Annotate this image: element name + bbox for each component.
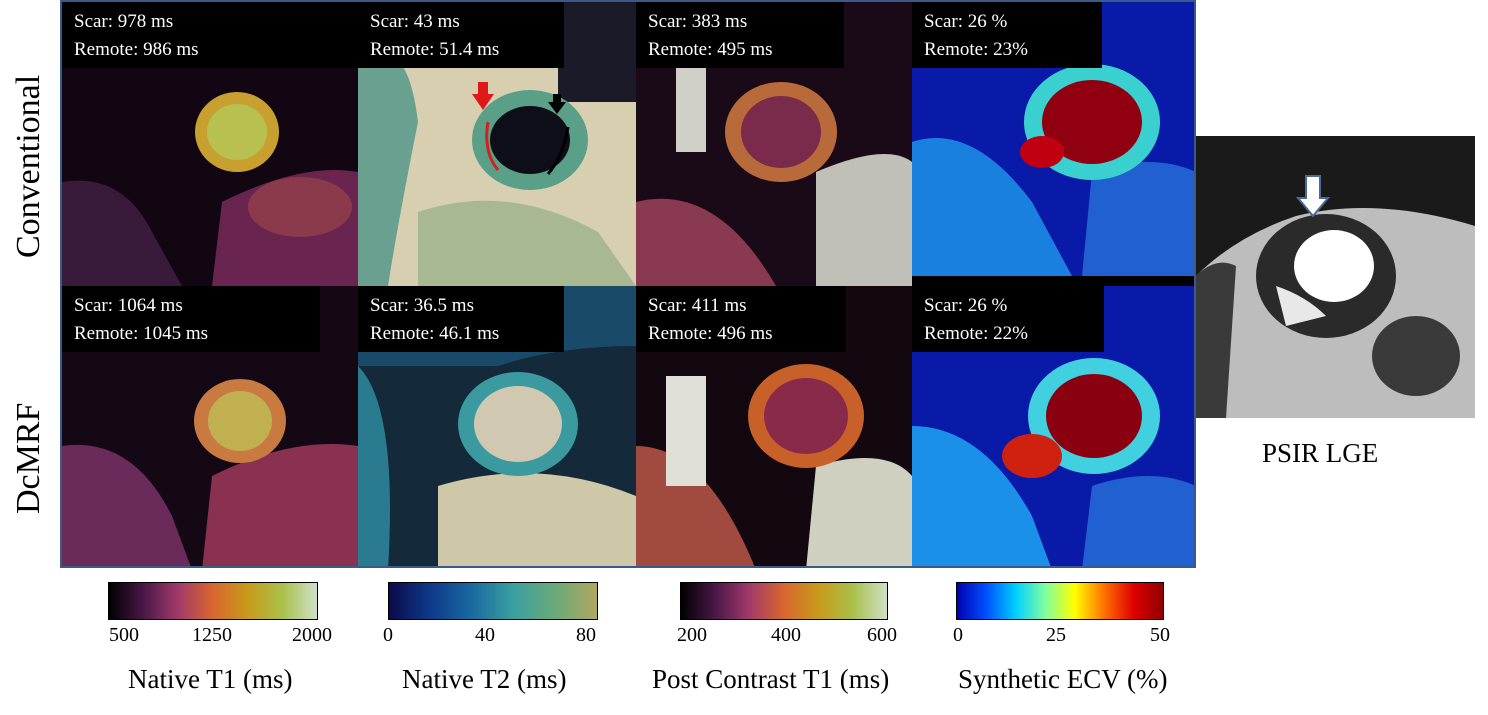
colorbar-gradient <box>108 582 318 620</box>
scar-remote-label: Scar: 43 ms Remote: 51.4 ms <box>358 2 564 68</box>
colorbar-title: Post Contrast T1 (ms) <box>652 664 890 694</box>
colorbar-tick: 500 <box>109 624 139 646</box>
scar-remote-label: Scar: 1064 ms Remote: 1045 ms <box>62 286 320 352</box>
scar-remote-label: Scar: 383 ms Remote: 495 ms <box>636 2 844 68</box>
scar-remote-label: Scar: 411 ms Remote: 496 ms <box>636 286 846 352</box>
scar-value: Scar: 26 % <box>924 11 1008 32</box>
dcmrf-synthetic-ecv-map: Scar: 26 % Remote: 22% <box>912 286 1194 566</box>
colorbar-tick: 80 <box>576 624 596 646</box>
colorbar-gradient <box>680 582 888 620</box>
colorbar-tick: 400 <box>771 624 801 646</box>
scar-value: Scar: 36.5 ms <box>370 295 474 316</box>
remote-value: Remote: 23% <box>924 39 1028 60</box>
remote-value: Remote: 495 ms <box>648 39 773 60</box>
colorbar-title: Native T2 (ms) <box>402 664 567 694</box>
red-arrow-marker <box>472 82 494 110</box>
remote-value: Remote: 496 ms <box>648 323 773 344</box>
conventional-synthetic-ecv-map: Scar: 26 % Remote: 23% <box>912 2 1194 276</box>
remote-value: Remote: 51.4 ms <box>370 39 500 60</box>
colorbar-title: Native T1 (ms) <box>128 664 293 694</box>
colorbar-tick: 50 <box>1150 624 1170 646</box>
remote-value: Remote: 1045 ms <box>74 323 209 344</box>
colorbar-tick: 1250 <box>192 624 232 646</box>
scar-remote-label: Scar: 36.5 ms Remote: 46.1 ms <box>358 286 564 352</box>
psir-lge-caption: PSIR LGE <box>1262 438 1379 468</box>
colorbar-title: Synthetic ECV (%) <box>958 664 1168 694</box>
conventional-native-t2-map: Scar: 43 ms Remote: 51.4 ms <box>358 2 636 286</box>
row-label-conventional: Conventional <box>10 74 47 258</box>
colorbar-tick: 40 <box>475 624 495 646</box>
remote-value: Remote: 46.1 ms <box>370 323 500 344</box>
conventional-post-contrast-t1-map: Scar: 383 ms Remote: 495 ms <box>636 2 912 286</box>
scar-value: Scar: 26 % <box>924 295 1008 316</box>
scar-remote-label: Scar: 26 % Remote: 23% <box>912 2 1102 68</box>
colorbar-gradient <box>956 582 1164 620</box>
dcmrf-native-t1-map: Scar: 1064 ms Remote: 1045 ms <box>62 286 358 566</box>
colorbar-tick: 200 <box>677 624 707 646</box>
colorbar-tick: 0 <box>383 624 393 646</box>
scar-value: Scar: 978 ms <box>74 11 174 32</box>
colorbar-tick: 2000 <box>292 624 332 646</box>
scar-remote-label: Scar: 978 ms Remote: 986 ms <box>62 2 358 68</box>
conventional-native-t1-map: Scar: 978 ms Remote: 986 ms <box>62 2 358 286</box>
psir-lge-image <box>1196 136 1475 418</box>
remote-value: Remote: 986 ms <box>74 39 199 60</box>
scar-value: Scar: 43 ms <box>370 11 460 32</box>
row-label-dcmrf: DcMRF <box>10 402 47 514</box>
remote-value: Remote: 22% <box>924 323 1028 344</box>
white-arrow-marker <box>1295 175 1331 218</box>
dcmrf-native-t2-map: Scar: 36.5 ms Remote: 46.1 ms <box>358 286 636 566</box>
dcmrf-post-contrast-t1-map: Scar: 411 ms Remote: 496 ms <box>636 286 912 566</box>
colorbar-tick: 600 <box>867 624 897 646</box>
scar-value: Scar: 1064 ms <box>74 295 183 316</box>
scar-value: Scar: 383 ms <box>648 11 748 32</box>
scar-remote-label: Scar: 26 % Remote: 22% <box>912 286 1104 352</box>
scar-value: Scar: 411 ms <box>648 295 747 316</box>
colorbar-gradient <box>388 582 598 620</box>
image-grid: Scar: 978 ms Remote: 986 ms Scar: 43 ms … <box>60 0 1196 568</box>
colorbar-tick: 25 <box>1046 624 1066 646</box>
black-arrow-marker <box>548 94 566 114</box>
colorbar-tick: 0 <box>953 624 963 646</box>
